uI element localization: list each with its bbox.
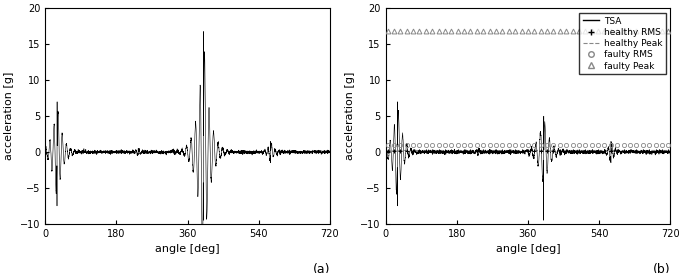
Text: (a): (a) xyxy=(313,263,330,273)
X-axis label: angle [deg]: angle [deg] xyxy=(155,244,220,254)
Y-axis label: acceleration [g]: acceleration [g] xyxy=(345,72,355,160)
Y-axis label: acceleration [g]: acceleration [g] xyxy=(4,72,14,160)
X-axis label: angle [deg]: angle [deg] xyxy=(496,244,560,254)
Text: (b): (b) xyxy=(653,263,670,273)
Legend: TSA, healthy RMS, healthy Peak, faulty RMS, faulty Peak: TSA, healthy RMS, healthy Peak, faulty R… xyxy=(579,13,666,74)
